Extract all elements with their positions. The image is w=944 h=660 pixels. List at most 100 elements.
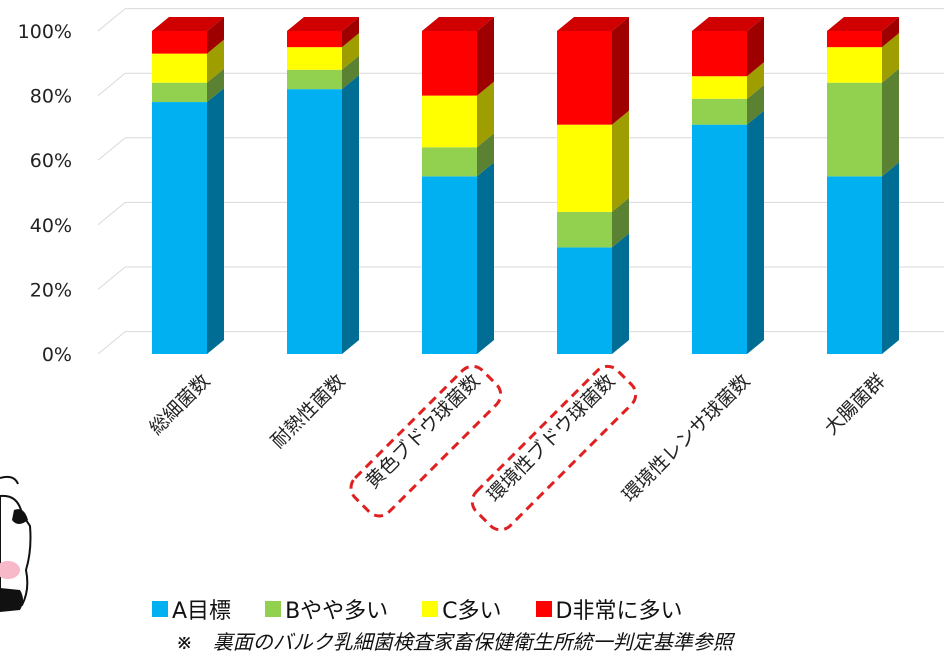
y-tick-label: 40%	[30, 215, 72, 237]
bar-segment-front	[557, 31, 612, 125]
y-tick-label: 60%	[30, 150, 72, 172]
bar-segment-front	[287, 89, 342, 354]
bar-segment-side	[882, 162, 899, 354]
bar-segment-front	[287, 31, 342, 48]
bar-segment-4	[422, 17, 494, 96]
bar-segment-front	[827, 176, 882, 354]
bar-segment-1	[422, 162, 494, 354]
stacked-bar-chart: 0% 20% 40% 60% 80% 100% 総細菌数 耐熱性菌数 黄色ブドウ球菌数環境性ブ…	[18, 8, 944, 532]
legend-label-b: Bやや多い	[285, 599, 389, 624]
bar-segment-side	[207, 39, 224, 83]
legend-label-c: C多い	[442, 599, 502, 624]
legend-item-d: D非常に多い	[535, 593, 683, 625]
x-category-label: 耐熱性菌数	[267, 370, 350, 453]
bar-segment-1	[152, 88, 224, 354]
bar-segment-side	[342, 17, 359, 48]
bar-segment-1	[557, 233, 629, 354]
bar-segment-front	[827, 31, 882, 48]
bar-top-face	[422, 17, 494, 31]
bar-segment-3	[692, 62, 764, 99]
bar-segment-front	[692, 31, 747, 77]
bar-segment-front	[422, 176, 477, 354]
bar-segment-side	[747, 62, 764, 99]
bar-segment-side	[342, 75, 359, 354]
legend-swatch-b	[265, 601, 282, 617]
bar-segment-side	[747, 84, 764, 125]
gridline-diagonal	[97, 72, 126, 96]
bar-top-face	[692, 17, 764, 31]
y-tick-label: 100%	[18, 21, 72, 43]
bar-segment-side	[477, 133, 494, 177]
bar-top-face	[152, 17, 224, 31]
bar-segment-1	[287, 75, 359, 354]
bar-segment-side	[477, 17, 494, 96]
bar-segment-3	[287, 33, 359, 70]
bar-segment-side	[747, 110, 764, 354]
bar-segment-front	[557, 124, 612, 212]
y-tick-label: 80%	[30, 86, 72, 108]
legend-label-d: D非常に多い	[555, 599, 683, 624]
y-tick-label: 20%	[30, 279, 72, 301]
bar-segment-side	[207, 68, 224, 103]
bar-segment-4	[557, 17, 629, 125]
legend-label-a: A目標	[172, 599, 232, 624]
bar-segment-3	[827, 33, 899, 83]
bar-segment-4	[152, 17, 224, 54]
bar-segment-front	[152, 102, 207, 354]
legend-swatch-a	[152, 601, 168, 617]
bar-segment-front	[827, 82, 882, 177]
bar-segment-side	[477, 162, 494, 354]
bar-segment-4	[692, 17, 764, 77]
y-axis-ticks: 0% 20% 40% 60% 80% 100%	[18, 21, 72, 366]
legend-item-a: A目標	[152, 593, 231, 625]
gridline-diagonal	[97, 331, 126, 355]
bar-segment-front	[152, 53, 207, 83]
bar-segment-2	[827, 68, 899, 177]
legend-swatch-d	[535, 601, 552, 617]
x-category-label: 黄色ブドウ球菌数	[361, 369, 485, 493]
x-category-label: 大腸菌群	[820, 370, 889, 439]
gridline-diagonal	[97, 137, 126, 161]
chart-gridlines	[97, 8, 944, 355]
bar-segment-4	[827, 17, 899, 48]
bar-segment-front	[557, 247, 612, 354]
bar-segment-side	[477, 81, 494, 148]
bar-segment-front	[152, 82, 207, 103]
gridline-diagonal	[97, 266, 126, 290]
bar-segment-front	[692, 76, 747, 99]
highlight-box	[470, 364, 638, 532]
bar-segment-side	[612, 17, 629, 125]
bar-segment-front	[422, 95, 477, 148]
bar-segment-front	[152, 31, 207, 54]
bar-segment-1	[692, 110, 764, 354]
bar-segment-side	[747, 17, 764, 77]
x-category-label: 総細菌数	[145, 370, 214, 439]
bar-segment-front	[422, 147, 477, 177]
bar-segment-2	[692, 84, 764, 125]
bar-segment-front	[287, 47, 342, 70]
bar-segment-side	[882, 17, 899, 48]
bar-top-face	[557, 17, 629, 31]
x-category-label: 環境性レンサ球菌数	[618, 370, 754, 506]
chart-bars	[152, 17, 899, 354]
bar-segment-side	[342, 55, 359, 90]
bar-segment-front	[692, 124, 747, 354]
footnote: ※ 裏面のバルク乳細菌検査家畜保健衛生所統一判定基準参照	[176, 630, 733, 654]
gridline-diagonal	[97, 202, 126, 226]
bar-segment-1	[827, 162, 899, 354]
bar-segment-side	[882, 68, 899, 177]
chart-legend: A目標 Bやや多い C多い D非常に多い	[152, 592, 872, 626]
bar-segment-side	[342, 33, 359, 70]
highlight-box	[349, 364, 503, 518]
bar-segment-front	[827, 47, 882, 83]
bar-segment-2	[152, 68, 224, 103]
bar-segment-2	[422, 133, 494, 177]
category-highlight-boxes	[349, 364, 638, 532]
cow-mascot-icon	[0, 475, 32, 612]
bar-segment-side	[882, 33, 899, 83]
bar-segment-front	[557, 211, 612, 248]
legend-item-c: C多い	[422, 593, 502, 625]
bar-segment-2	[287, 55, 359, 90]
bar-segment-2	[557, 197, 629, 248]
bar-segment-3	[152, 39, 224, 83]
